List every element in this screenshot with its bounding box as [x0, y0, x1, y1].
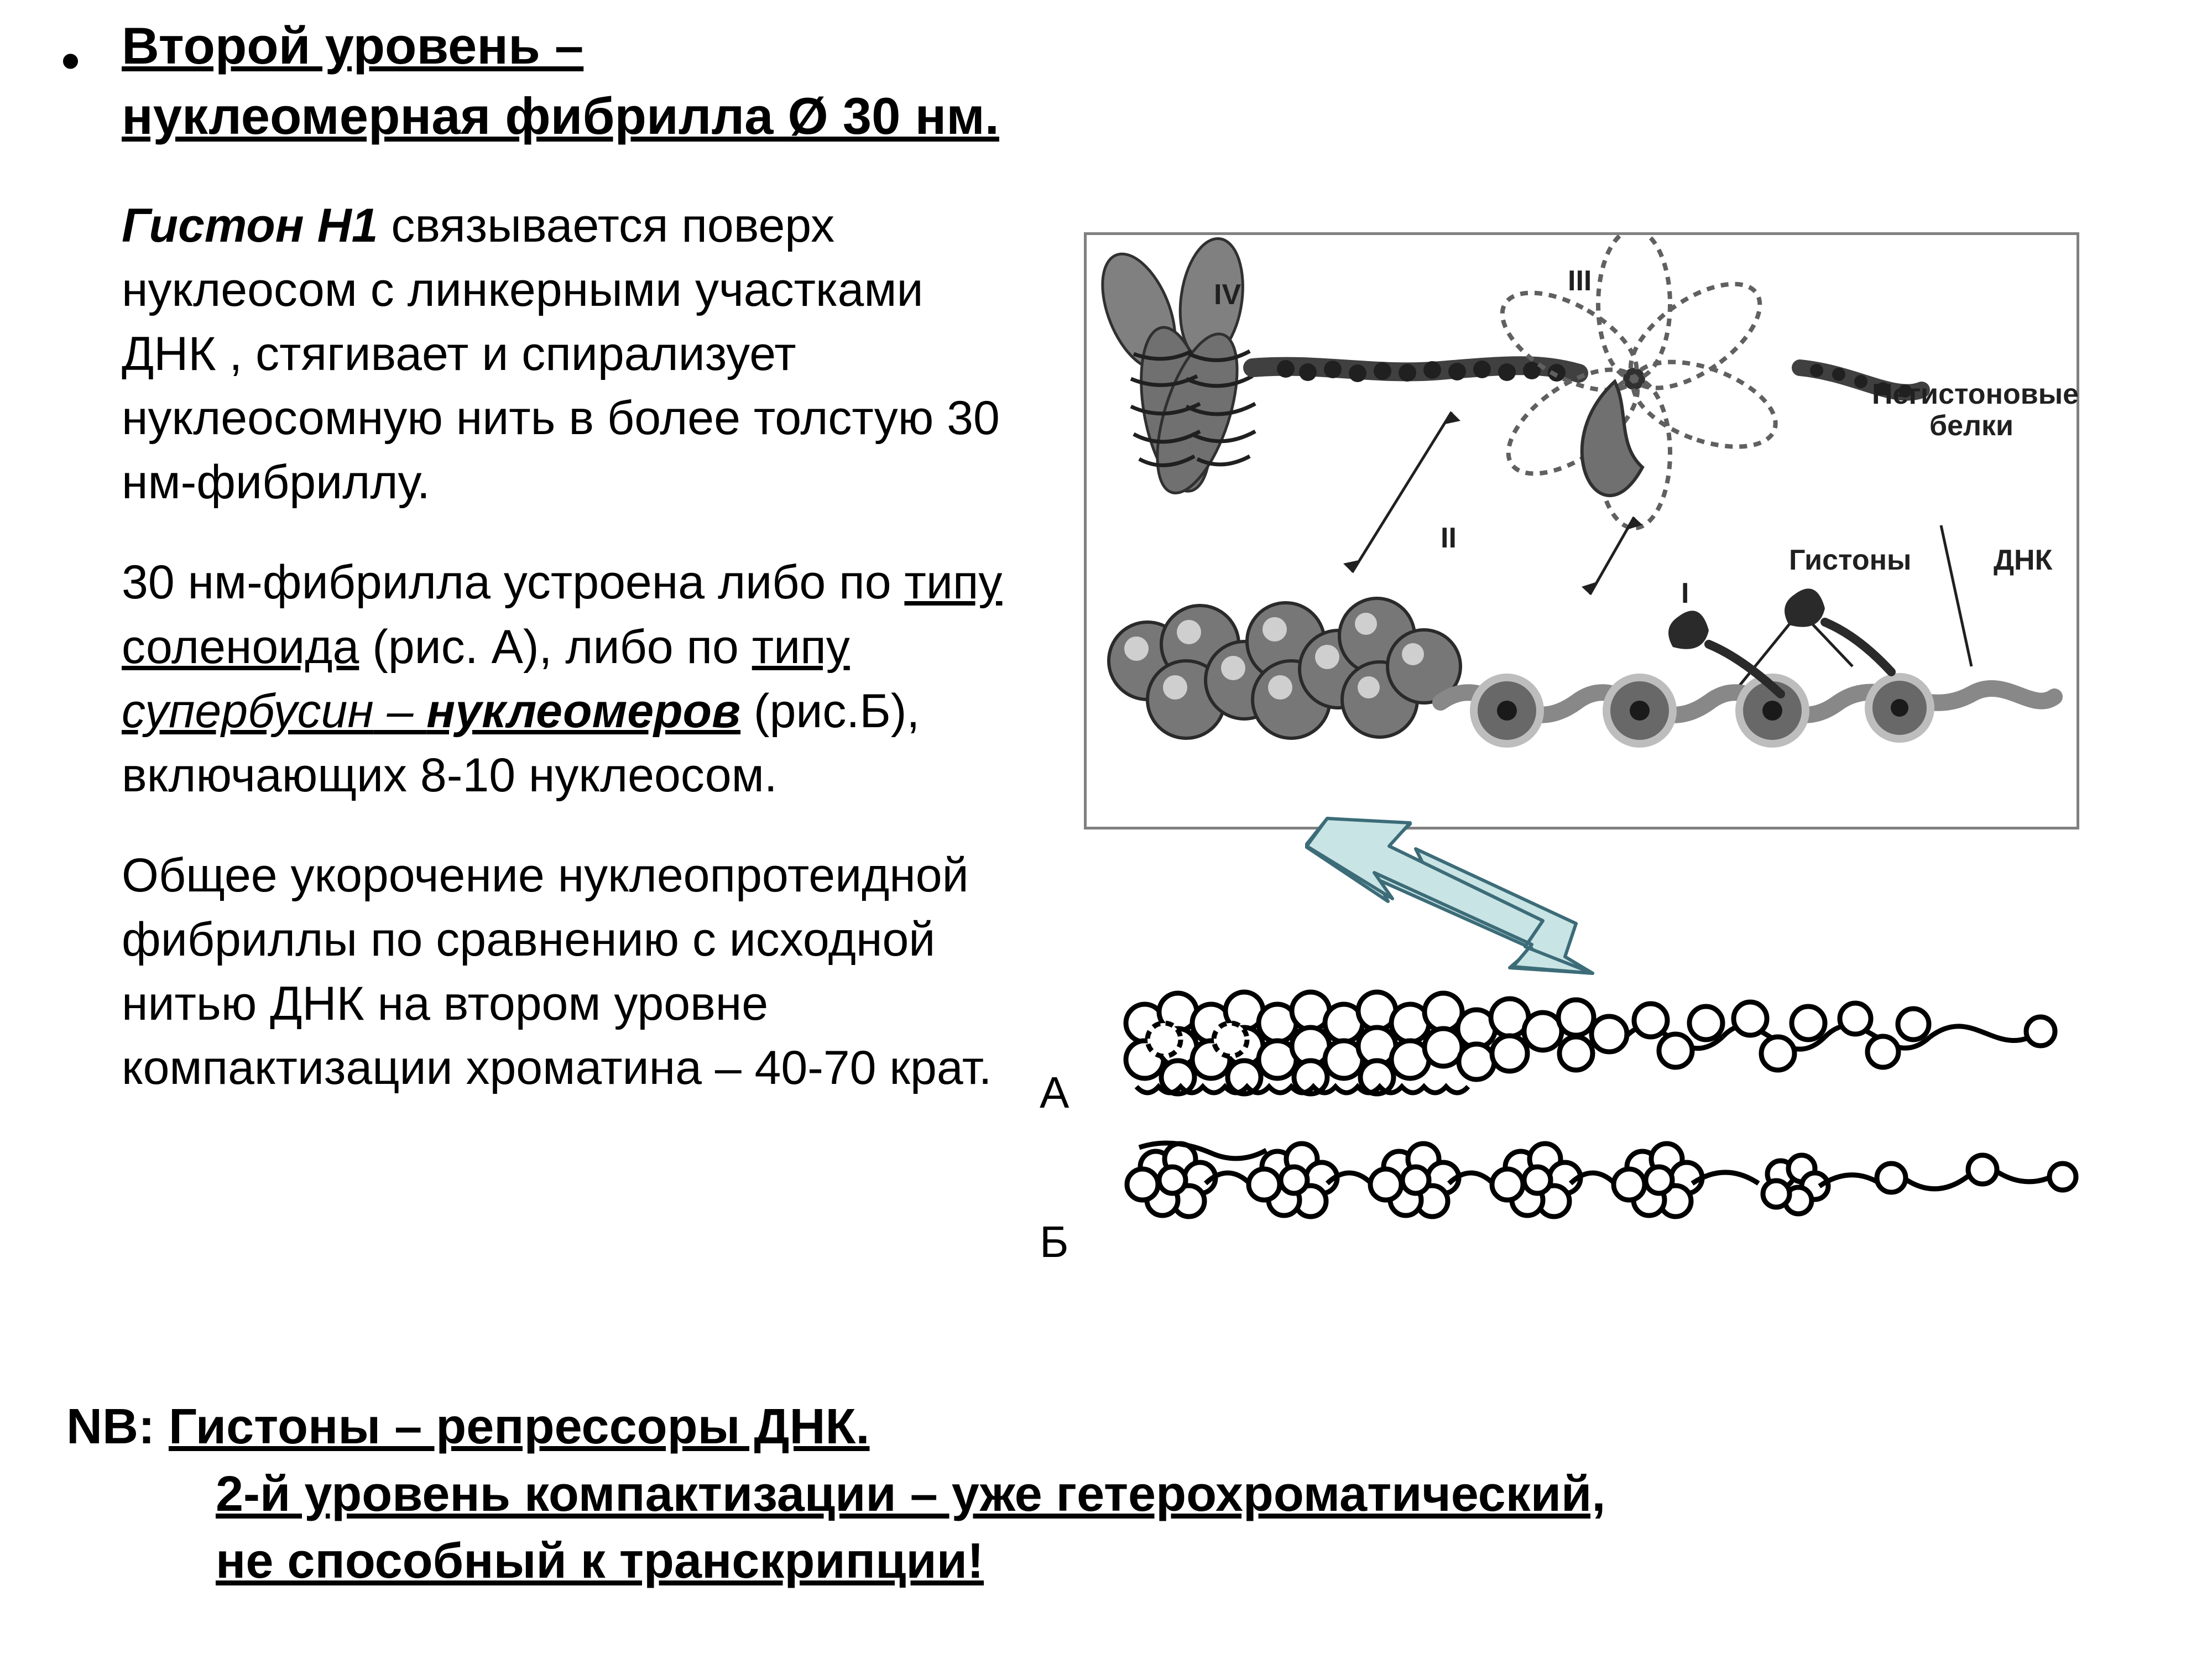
para2-u2b: супербусин	[122, 685, 374, 738]
label-a: А	[1040, 1067, 1069, 1118]
fig-nonhistone-2: белки	[1929, 410, 2013, 442]
nb-block: NB: Гистоны – репрессоры ДНК. 2-й уровен…	[66, 1394, 2112, 1595]
figure-box: IV III II I Негистоновые белки Гистоны Д…	[1084, 232, 2079, 830]
para2-u2a: типу	[752, 620, 850, 674]
nb-line-3: не способный к транскрипции!	[216, 1533, 984, 1589]
fig-label-nonhistone: Негистоновые белки	[1872, 379, 2071, 442]
figure-svg	[1087, 235, 2077, 827]
fig-label-histones: Гистоны	[1789, 545, 1911, 576]
ab-diagram	[1078, 957, 2101, 1288]
fig-label-iii: III	[1568, 265, 1592, 297]
paragraph-3: Общее укорочение нуклеопротеидной фибрил…	[122, 843, 1018, 1100]
fig-nonhistone-1: Негистоновые	[1872, 378, 2079, 410]
text-column: Гистон Н1 связывается поверх нуклеосом с…	[122, 194, 1018, 1136]
nb-prefix: NB:	[66, 1399, 169, 1454]
para2-u2d: нуклеомеров	[426, 685, 740, 738]
fig-label-i: I	[1681, 578, 1689, 609]
para1-lead: Гистон Н1	[122, 199, 378, 252]
nb-line-1: Гистоны – репрессоры ДНК.	[169, 1399, 870, 1454]
title-line-2: нуклеомерная фибрилла Ø 30 нм.	[122, 87, 999, 145]
para2-b: (рис. А), либо по	[359, 620, 752, 674]
paragraph-2: 30 нм-фибрилла устроена либо по типу сол…	[122, 550, 1018, 807]
slide-title: Второй уровень – нуклеомерная фибрилла Ø…	[122, 11, 1006, 152]
fig-label-ii: II	[1441, 523, 1457, 554]
fig-label-iv: IV	[1214, 279, 1241, 311]
label-b: Б	[1040, 1217, 1069, 1267]
para2-u2c: –	[374, 685, 427, 738]
fig-label-dna: ДНК	[1994, 545, 2052, 576]
nb-line-2: 2-й уровень компактизации – уже гетерохр…	[216, 1467, 1605, 1522]
bullet-point: •	[61, 33, 80, 88]
paragraph-1: Гистон Н1 связывается поверх нуклеосом с…	[122, 194, 1018, 514]
title-line-1: Второй уровень –	[122, 17, 583, 75]
para2-a: 30 нм-фибрилла устроена либо по	[122, 556, 904, 609]
